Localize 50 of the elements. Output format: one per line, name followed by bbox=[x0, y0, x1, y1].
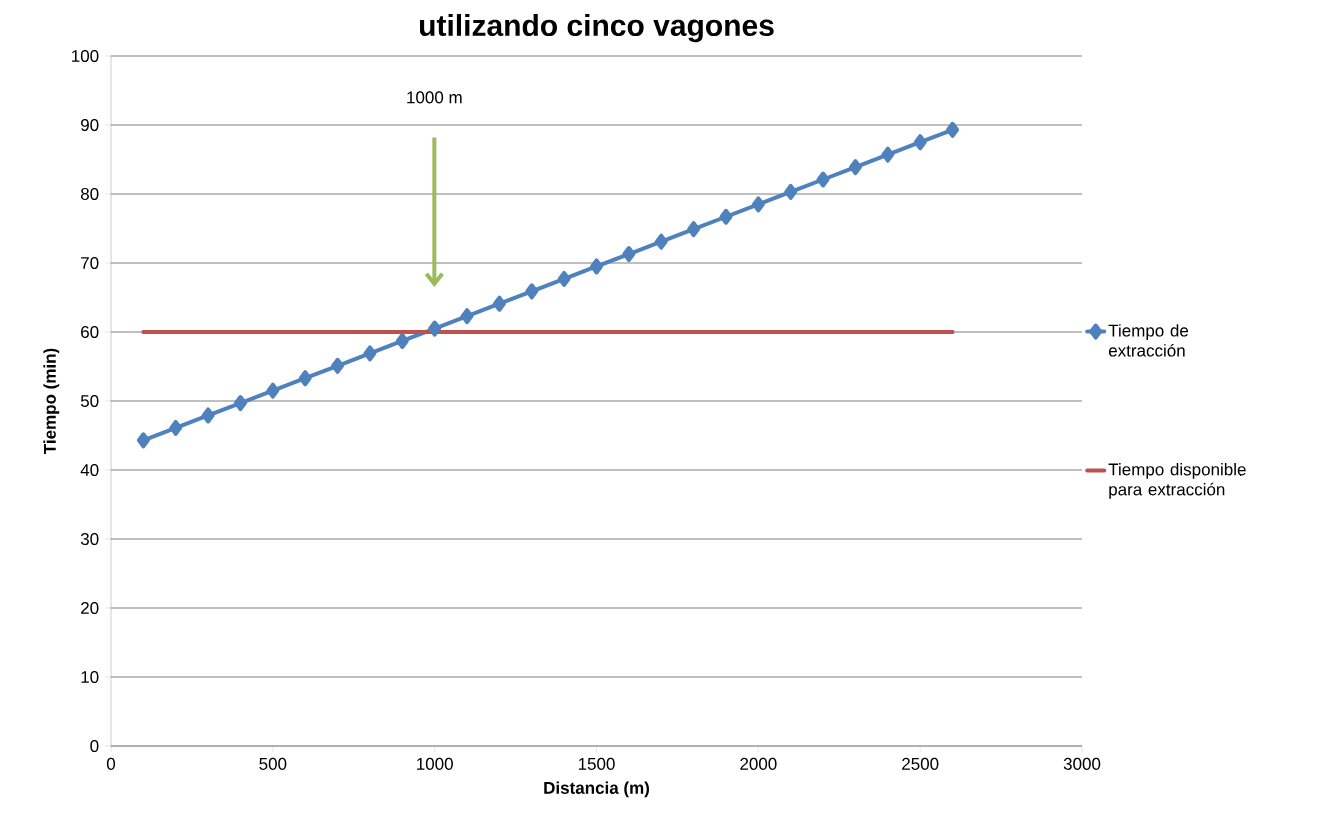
y-tick-label: 30 bbox=[80, 532, 99, 546]
point bbox=[363, 345, 377, 362]
point bbox=[946, 121, 960, 138]
point bbox=[784, 183, 798, 200]
y-tick-label: 20 bbox=[81, 601, 99, 615]
point bbox=[428, 320, 442, 337]
point bbox=[298, 370, 312, 387]
point bbox=[460, 308, 474, 325]
point bbox=[557, 270, 571, 287]
point bbox=[816, 171, 830, 188]
y-tick-label: 70 bbox=[81, 256, 99, 270]
point bbox=[622, 246, 636, 263]
point bbox=[913, 134, 927, 151]
y-tick-label: 90 bbox=[81, 118, 99, 132]
point bbox=[751, 196, 765, 213]
point bbox=[525, 283, 539, 300]
y-tick-label: 50 bbox=[80, 394, 99, 408]
point bbox=[169, 419, 183, 436]
x-tick-label: 2000 bbox=[740, 757, 777, 770]
point bbox=[881, 146, 895, 163]
x-tick-label: 1000 bbox=[417, 757, 453, 770]
point bbox=[848, 159, 862, 176]
point bbox=[233, 395, 247, 412]
y-tick-label: 100 bbox=[72, 49, 99, 63]
y-tick-label: 10 bbox=[81, 670, 99, 684]
point bbox=[719, 208, 733, 225]
x-tick-label: 1500 bbox=[578, 757, 615, 770]
point bbox=[331, 357, 345, 374]
x-tick-label: 0 bbox=[106, 757, 116, 770]
point bbox=[266, 382, 280, 399]
x-tick-label: 2500 bbox=[902, 757, 939, 770]
annotation: 1000 m bbox=[407, 91, 462, 104]
point bbox=[687, 221, 701, 238]
point bbox=[136, 432, 150, 449]
legend-label: Tiempo de extracción bbox=[1108, 324, 1189, 357]
y-tick-label: 60 bbox=[81, 325, 99, 339]
y-tick-label: 80 bbox=[80, 187, 99, 201]
y-axis-title: Tiempo (min) bbox=[43, 348, 60, 455]
point bbox=[492, 295, 506, 312]
x-tick-label: 500 bbox=[259, 757, 287, 770]
point bbox=[654, 233, 668, 250]
point bbox=[395, 332, 409, 349]
x-tick-label: 3000 bbox=[1063, 757, 1101, 770]
x-axis-title: Distancia (m) bbox=[544, 781, 650, 798]
point bbox=[201, 407, 215, 424]
point bbox=[590, 258, 604, 275]
chart-title: utilizando cinco vagones bbox=[420, 14, 774, 43]
legend-label: Tiempo disponible para extracción bbox=[1108, 462, 1246, 499]
y-tick-label: 0 bbox=[90, 739, 99, 753]
y-tick-label: 40 bbox=[80, 463, 99, 477]
